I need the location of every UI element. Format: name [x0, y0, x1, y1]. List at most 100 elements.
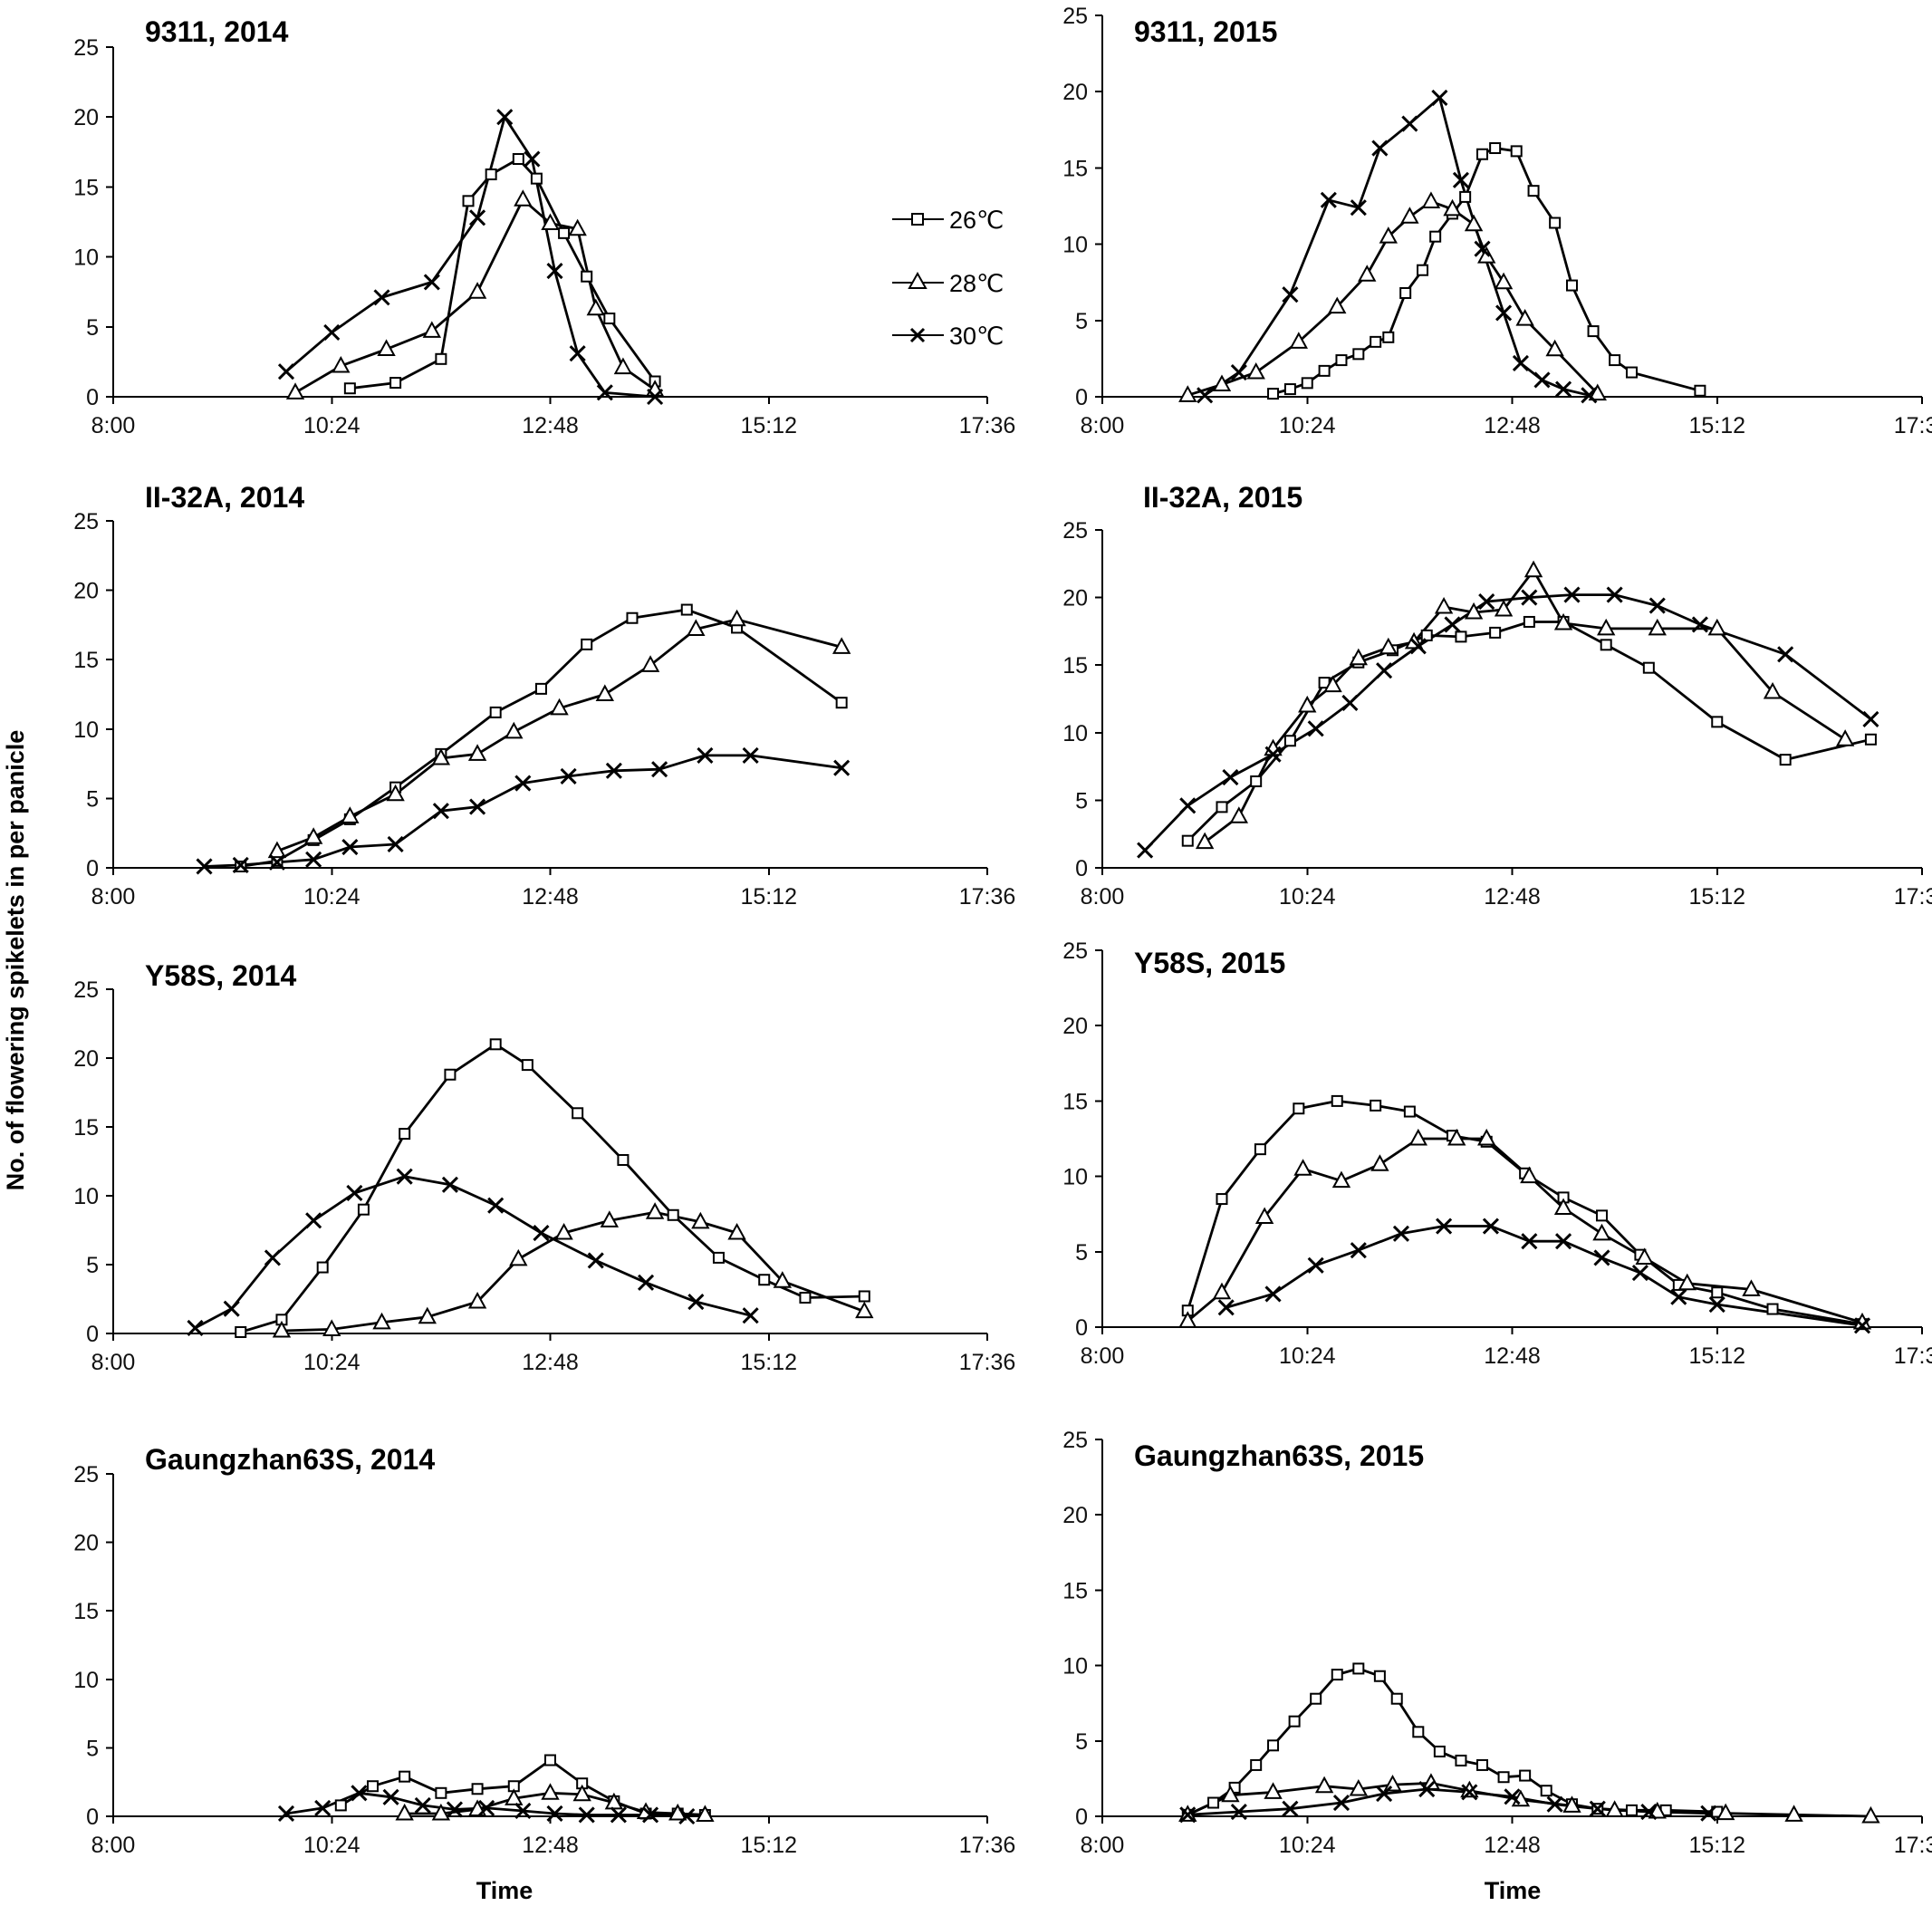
data-point-26c — [1352, 348, 1365, 361]
data-point-28c — [1358, 265, 1377, 282]
data-point-28c — [505, 721, 524, 739]
data-point-26c — [366, 1780, 379, 1793]
series-line-28c — [1187, 1137, 1863, 1324]
data-point-26c — [1370, 335, 1382, 348]
data-point-28c — [1648, 618, 1667, 636]
data-point-28c — [1178, 385, 1197, 402]
data-point-28c — [1553, 1198, 1573, 1216]
data-point-30c — [1444, 616, 1461, 633]
data-point-30c — [1563, 586, 1581, 603]
data-point-26c — [1335, 354, 1348, 367]
chart-panel-ii32a-2014: II-32A, 2014 0 5 10 15 20 25 8:00 10:24 12:48 15:… — [73, 481, 1015, 910]
data-point-26c — [1429, 230, 1442, 243]
data-point-26c — [485, 168, 497, 181]
data-point-30c — [647, 388, 664, 406]
data-point-30c — [268, 853, 285, 871]
data-point-28c — [303, 827, 323, 844]
data-point-30c — [1392, 1225, 1410, 1242]
data-point-30c — [678, 1807, 696, 1825]
x-tick-label: 12:48 — [522, 1350, 579, 1375]
data-point-30c — [1670, 1288, 1687, 1305]
x-tick-label: 10:24 — [1279, 884, 1336, 910]
x-tick-label: 15:12 — [740, 1350, 797, 1375]
data-point-26c — [1293, 1102, 1305, 1115]
data-point-26c — [558, 226, 571, 239]
y-tick-label: 20 — [1062, 80, 1088, 105]
data-point-26c — [1331, 1669, 1343, 1681]
data-point-28c — [1328, 296, 1347, 314]
data-point-30c — [1264, 1285, 1282, 1303]
y-tick-label: 20 — [73, 1046, 99, 1072]
data-point-26c — [1711, 1286, 1724, 1299]
data-point-26c — [835, 697, 848, 709]
data-point-26c — [1489, 142, 1502, 155]
data-point-28c — [514, 189, 533, 207]
data-point-26c — [1497, 1771, 1510, 1784]
data-point-26c — [343, 382, 356, 395]
data-point-26c — [1519, 1769, 1532, 1782]
data-point-26c — [435, 352, 447, 365]
data-point-30c — [1478, 593, 1495, 611]
y-tick-label: 25 — [1062, 939, 1088, 964]
data-point-30c — [223, 1300, 240, 1317]
data-point-26c — [489, 1038, 502, 1051]
data-point-28c — [727, 1222, 746, 1240]
data-point-26c — [389, 377, 402, 390]
data-point-28c — [1784, 1805, 1803, 1822]
data-point-28c — [1195, 832, 1215, 850]
series-line-26c — [1187, 621, 1871, 842]
data-point-30c — [1533, 371, 1551, 389]
data-point-30c — [605, 762, 622, 779]
y-tick-label: 0 — [86, 856, 99, 881]
data-point-28c — [1434, 596, 1454, 614]
data-point-30c — [373, 289, 390, 306]
data-point-28c — [1349, 648, 1369, 666]
data-point-28c — [372, 1312, 391, 1330]
series-line-30c — [1204, 96, 1590, 397]
data-point-30c — [524, 150, 541, 168]
data-point-28c — [285, 382, 305, 399]
data-point-26c — [1864, 733, 1877, 746]
data-point-28c — [509, 1248, 528, 1266]
data-point-30c — [1431, 89, 1448, 106]
data-point-28c — [322, 1319, 341, 1336]
series-line-30c — [1144, 593, 1872, 852]
x-tick-label: 17:36 — [959, 884, 1016, 910]
data-point-28c — [1212, 374, 1232, 392]
data-point-26c — [534, 682, 547, 695]
y-tick-label: 25 — [73, 35, 99, 61]
data-point-26c — [1382, 331, 1395, 343]
data-point-28c — [1212, 1282, 1232, 1300]
data-point-28c — [1178, 1311, 1197, 1328]
chart-panel-y58s-2015: Y58S, 2015 0 5 10 15 20 25 8:00 10:24 12:48 15:12… — [1062, 939, 1932, 1369]
data-point-30c — [533, 1224, 550, 1242]
data-point-30c — [1777, 646, 1794, 663]
data-point-28c — [1379, 226, 1398, 244]
data-point-28c — [467, 744, 487, 761]
data-point-28c — [272, 1320, 292, 1338]
data-point-26c — [1476, 148, 1489, 160]
data-point-28c — [550, 698, 569, 716]
data-point-26c — [1403, 1105, 1416, 1118]
data-point-30c — [610, 1806, 627, 1824]
data-point-28c — [1408, 1128, 1427, 1146]
data-point-26c — [444, 1068, 457, 1081]
data-point-30c — [1222, 768, 1239, 786]
data-point-30c — [423, 274, 440, 291]
data-point-26c — [1595, 1209, 1608, 1222]
data-point-30c — [351, 1785, 368, 1802]
y-tick-label: 25 — [73, 1462, 99, 1487]
data-point-30c — [742, 1307, 759, 1324]
y-tick-label: 5 — [86, 315, 99, 341]
data-point-26c — [1352, 1662, 1365, 1675]
data-point-28c — [467, 282, 487, 299]
legend-triangle-marker — [908, 271, 928, 289]
panel-title: II-32A, 2014 — [145, 481, 304, 514]
y-tick-label: 20 — [73, 105, 99, 130]
data-point-30c — [396, 1168, 413, 1185]
data-point-30c — [196, 858, 213, 875]
x-axis-label-left: Time — [476, 1877, 533, 1904]
data-point-28c — [1254, 1207, 1274, 1225]
data-point-26c — [1288, 1715, 1301, 1728]
x-tick-label: 12:48 — [522, 413, 579, 438]
